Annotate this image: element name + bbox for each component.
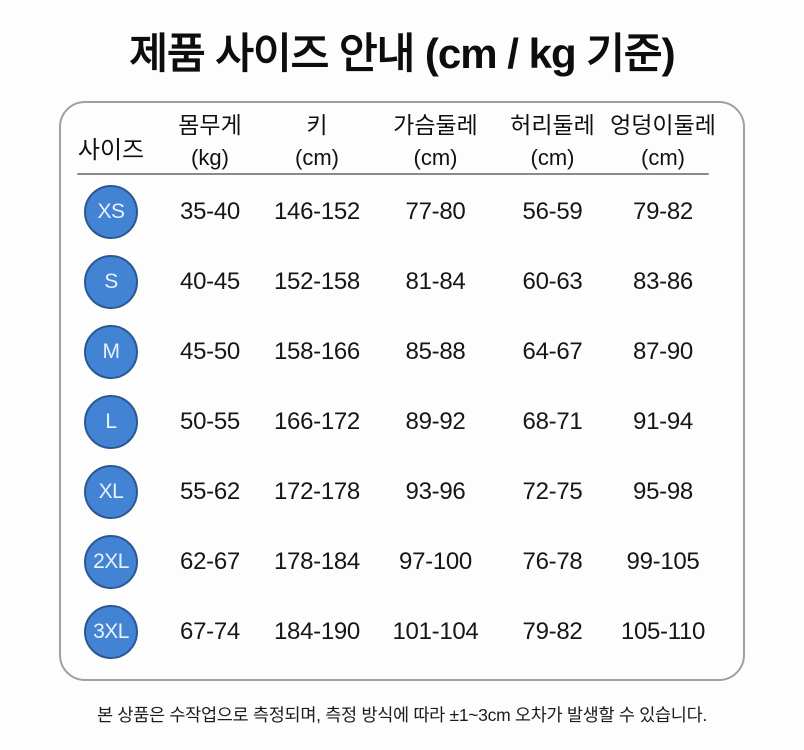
measurement-value: 101-104 <box>392 618 479 645</box>
measurement-value: 87-90 <box>633 338 693 365</box>
column-unit: (cm) <box>530 145 575 171</box>
measurement-value: 77-80 <box>405 198 466 225</box>
table-row: XS 35-40 146-152 77-80 56-59 79-82 <box>61 177 743 247</box>
measurement-value: 91-94 <box>633 408 693 435</box>
column-unit: (cm) <box>295 145 339 171</box>
size-cell: 3XL <box>61 605 161 659</box>
measurement-value: 62-67 <box>180 548 240 575</box>
measurement-value: 152-158 <box>274 268 360 295</box>
measurement-value: 178-184 <box>274 548 360 575</box>
table-row: M 45-50 158-166 85-88 64-67 87-90 <box>61 317 743 387</box>
measurement-value: 105-110 <box>620 618 706 645</box>
table-row: XL 55-62 172-178 93-96 72-75 95-98 <box>61 457 743 527</box>
measurement-value: 93-96 <box>405 478 466 505</box>
measurement-value: 166-172 <box>274 408 360 435</box>
size-badge: XL <box>84 465 138 519</box>
measurement-value: 55-62 <box>180 478 240 505</box>
measurement-value: 146-152 <box>274 198 360 225</box>
table-body: XS 35-40 146-152 77-80 56-59 79-82 S 40-45 152-1… <box>61 175 743 667</box>
column-header-waist: 허리둘레 (cm) <box>496 109 609 174</box>
column-unit: (cm) <box>641 145 685 171</box>
measurement-value: 64-67 <box>522 338 583 365</box>
column-header-size: 사이즈 <box>77 137 145 165</box>
measurement-value: 50-55 <box>180 408 240 435</box>
column-label: 엉덩이둘레 <box>610 112 716 138</box>
size-table: 사이즈 몸무게 (kg) 키 (cm) 가슴둘레 (cm) 허리둘레 (cm) … <box>59 101 745 681</box>
measurement-value: 79-82 <box>522 618 583 645</box>
measurement-value: 60-63 <box>522 268 583 295</box>
size-cell: XL <box>61 465 161 519</box>
size-cell: L <box>61 395 161 449</box>
measurement-value: 40-45 <box>180 268 240 295</box>
column-label: 키 <box>306 112 328 138</box>
table-header-row: 사이즈 몸무게 (kg) 키 (cm) 가슴둘레 (cm) 허리둘레 (cm) … <box>61 103 743 171</box>
measurement-value: 158-166 <box>274 338 360 365</box>
column-unit: (cm) <box>413 145 458 171</box>
measurement-value: 95-98 <box>633 478 693 505</box>
column-label: 몸무게 <box>178 112 242 138</box>
measurement-value: 76-78 <box>522 548 583 575</box>
size-badge: 3XL <box>84 605 138 659</box>
size-cell: M <box>61 325 161 379</box>
size-cell: XS <box>61 185 161 239</box>
column-header-hip: 엉덩이둘레 (cm) <box>609 109 743 174</box>
column-header-height: 키 (cm) <box>259 109 375 174</box>
column-header-weight: 몸무게 (kg) <box>161 109 259 174</box>
table-row: 2XL 62-67 178-184 97-100 76-78 99-105 <box>61 527 743 597</box>
measurement-note: 본 상품은 수작업으로 측정되며, 측정 방식에 따라 ±1~3cm 오차가 발… <box>97 705 707 725</box>
table-row: S 40-45 152-158 81-84 60-63 83-86 <box>61 247 743 317</box>
measurement-value: 99-105 <box>626 548 700 575</box>
size-badge: M <box>84 325 138 379</box>
measurement-value: 72-75 <box>522 478 583 505</box>
measurement-value: 79-82 <box>633 198 693 225</box>
measurement-value: 81-84 <box>405 268 466 295</box>
column-unit: (kg) <box>191 145 229 171</box>
page-title: 제품 사이즈 안내 (cm / kg 기준) <box>129 30 675 77</box>
measurement-value: 56-59 <box>522 198 583 225</box>
measurement-value: 89-92 <box>405 408 466 435</box>
header-divider <box>77 173 709 175</box>
measurement-value: 67-74 <box>180 618 240 645</box>
measurement-value: 85-88 <box>405 338 466 365</box>
size-badge: S <box>84 255 138 309</box>
measurement-value: 184-190 <box>274 618 360 645</box>
measurement-value: 68-71 <box>522 408 583 435</box>
measurement-value: 97-100 <box>399 548 472 575</box>
measurement-value: 35-40 <box>180 198 240 225</box>
column-label: 가슴둘레 <box>393 112 478 138</box>
measurement-value: 172-178 <box>274 478 360 505</box>
measurement-value: 83-86 <box>633 268 693 295</box>
size-badge: L <box>84 395 138 449</box>
size-badge: 2XL <box>84 535 138 589</box>
column-label: 허리둘레 <box>510 112 595 138</box>
table-row: 3XL 67-74 184-190 101-104 79-82 105-110 <box>61 597 743 667</box>
size-cell: S <box>61 255 161 309</box>
column-header-chest: 가슴둘레 (cm) <box>375 109 496 174</box>
measurement-value: 45-50 <box>180 338 240 365</box>
table-row: L 50-55 166-172 89-92 68-71 91-94 <box>61 387 743 457</box>
size-badge: XS <box>84 185 138 239</box>
size-cell: 2XL <box>61 535 161 589</box>
